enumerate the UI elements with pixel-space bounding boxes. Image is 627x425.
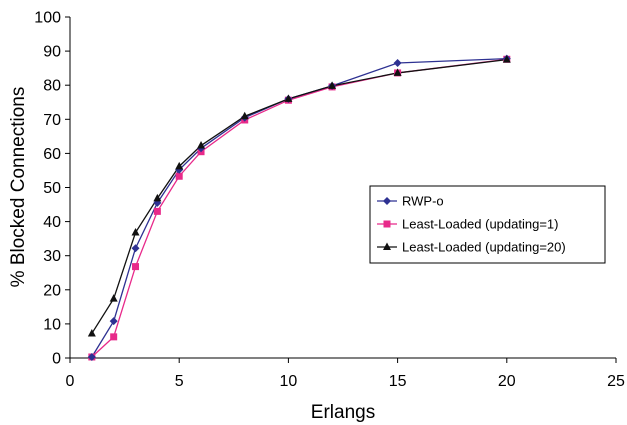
- data-point-series-1: [87, 352, 96, 361]
- data-point-series-1: [109, 317, 118, 326]
- x-tick-label: 5: [175, 373, 184, 390]
- x-tick-label: 25: [607, 373, 625, 390]
- data-point-series-3: [393, 68, 402, 76]
- legend-box: [369, 185, 606, 264]
- plot-area: 0 10 20 30 40 50 60 70 80 90 100 0 5 10 15 20 25: [34, 10, 625, 391]
- y-tick-label: 50: [43, 180, 61, 197]
- data-point-series-1: [131, 244, 140, 253]
- y-tick-label: 0: [52, 351, 61, 368]
- data-point-series-2: [153, 207, 161, 215]
- data-point-series-3: [502, 55, 511, 63]
- y-axis-title: % Blocked Connections: [8, 87, 29, 288]
- x-tick-label: 15: [389, 373, 407, 390]
- data-point-series-3: [109, 294, 118, 302]
- y-tick-label: 100: [34, 10, 61, 27]
- y-tick-label: 80: [43, 78, 61, 95]
- data-point-series-3: [328, 81, 337, 89]
- x-tick-label: 20: [498, 373, 516, 390]
- legend-label-3: Least-Loaded (updating=20): [402, 240, 566, 255]
- data-point-series-3: [175, 161, 184, 170]
- data-point-series-3: [240, 111, 249, 120]
- data-point-series-2: [110, 333, 118, 341]
- data-point-series-2: [175, 172, 183, 180]
- x-tick-label: 0: [66, 373, 75, 390]
- y-tick-label: 70: [43, 112, 61, 129]
- data-point-series-1: [393, 59, 402, 68]
- y-tick-label: 10: [43, 316, 61, 333]
- data-point-series-3: [87, 328, 96, 337]
- y-tick-label: 30: [43, 248, 61, 265]
- y-tick-label: 60: [43, 146, 61, 163]
- x-axis-title: Erlangs: [311, 402, 375, 423]
- legend-label-1: RWP-o: [402, 194, 444, 209]
- data-point-series-2: [132, 263, 140, 271]
- data-point-series-3: [197, 141, 206, 149]
- y-tick-label: 90: [43, 44, 61, 61]
- data-point-series-3: [153, 193, 162, 202]
- data-point-series-3: [284, 94, 293, 102]
- legend-label-2: Least-Loaded (updating=1): [402, 217, 558, 232]
- legend-marker-1: [383, 197, 391, 205]
- y-tick-label: 20: [43, 282, 61, 299]
- data-point-series-3: [131, 228, 140, 236]
- x-tick-label: 10: [280, 373, 298, 390]
- legend-marker-3: [383, 242, 391, 250]
- y-tick-label: 40: [43, 214, 61, 231]
- legend-marker-2: [383, 220, 391, 228]
- legend: RWP-o Least-Loaded (updating=1) Least-Load…: [369, 185, 606, 264]
